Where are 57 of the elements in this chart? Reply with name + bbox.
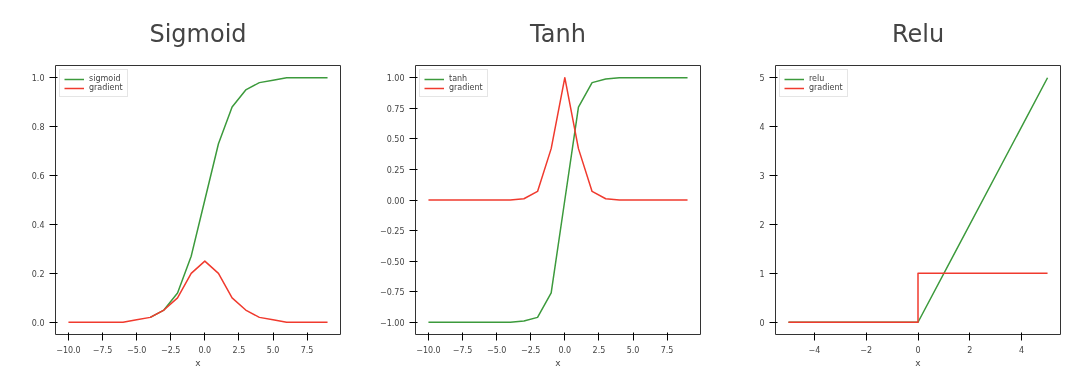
y-tick-label: 1.0	[31, 74, 45, 84]
chart-title: Sigmoid	[149, 20, 247, 48]
x-tick-label: −4	[808, 345, 821, 355]
y-tick-label: −0.50	[379, 257, 405, 267]
x-tick-label: 2	[967, 345, 973, 355]
chart-title: Relu	[891, 20, 945, 48]
x-tick-label: 0.0	[198, 345, 212, 355]
y-tick-label: 0	[759, 318, 765, 328]
legend-label: tanh	[449, 74, 469, 83]
x-tick-label: 0.0	[558, 345, 572, 355]
y-tick-label: 0.25	[386, 165, 405, 175]
x-axis-title: x	[915, 357, 922, 368]
x-tick-label: −5.0	[486, 345, 507, 355]
x-tick-label: −7.5	[92, 345, 113, 355]
y-tick-label: 0.2	[31, 269, 45, 279]
x-tick-label: 7.5	[660, 345, 674, 355]
x-tick-label: −2	[860, 345, 873, 355]
x-tick-label: −2.5	[161, 345, 181, 355]
y-tick-label: −0.75	[379, 288, 405, 298]
x-tick-label: −10.0	[416, 345, 441, 355]
y-tick-label: 0.4	[31, 220, 45, 230]
y-tick-label: −0.25	[379, 227, 405, 237]
line-series	[67, 260, 329, 324]
x-axis-title: x	[195, 357, 202, 368]
y-tick-label: 2	[759, 220, 765, 230]
x-tick-label: 4	[1019, 345, 1025, 355]
legend-label: relu	[809, 74, 826, 83]
legend-label: sigmoid	[89, 74, 121, 83]
x-tick-label: −10.0	[56, 345, 81, 355]
x-axis-title: x	[555, 357, 562, 368]
y-tick-label: 0.8	[31, 123, 45, 133]
x-tick-label: 5.0	[626, 345, 640, 355]
y-tick-label: 4	[759, 123, 765, 133]
x-tick-label: 7.5	[300, 345, 314, 355]
line-series	[427, 76, 689, 324]
y-tick-label: 0.75	[386, 104, 405, 114]
y-tick-label: 3	[759, 172, 765, 182]
y-tick-label: 0.0	[31, 318, 45, 328]
y-tick-label: 5	[759, 74, 765, 84]
legend-label: gradient	[809, 83, 843, 92]
y-tick-label: 0.00	[386, 196, 405, 206]
line-series	[427, 76, 689, 201]
y-tick-label: 0.6	[31, 172, 45, 182]
x-tick-label: −2.5	[521, 345, 541, 355]
legend-label: gradient	[449, 83, 483, 92]
x-tick-label: 5.0	[266, 345, 280, 355]
y-tick-label: 1.00	[386, 74, 405, 84]
y-tick-label: 0.50	[386, 135, 405, 145]
legend-label: gradient	[89, 83, 123, 92]
x-tick-label: 0	[915, 345, 921, 355]
chart-title: Tanh	[529, 20, 586, 48]
x-tick-label: 2.5	[592, 345, 606, 355]
x-tick-label: 2.5	[232, 345, 246, 355]
y-tick-label: −1.00	[379, 318, 405, 328]
x-tick-label: −7.5	[452, 345, 473, 355]
y-tick-label: 1	[759, 269, 765, 279]
x-tick-label: −5.0	[126, 345, 147, 355]
